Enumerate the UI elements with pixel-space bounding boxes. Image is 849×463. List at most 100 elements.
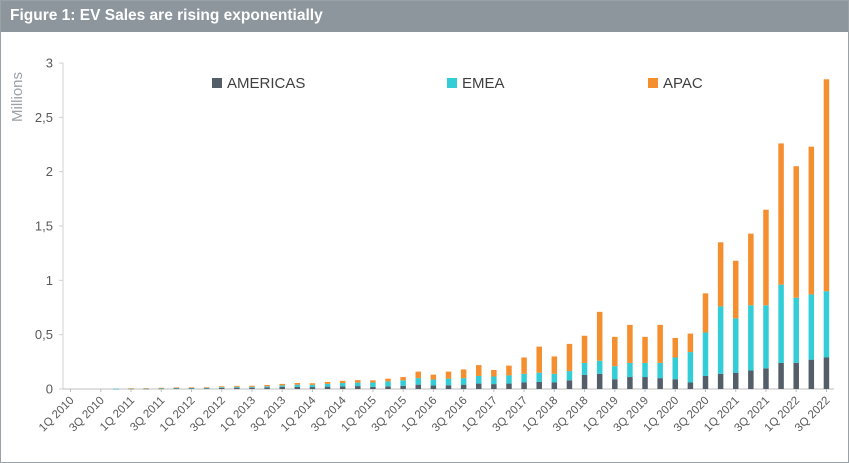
- y-tick-label: 0,5: [35, 327, 53, 342]
- bar-emea-43: [717, 306, 724, 374]
- bar-apac-16: [309, 383, 316, 385]
- bar-emea-39: [657, 362, 663, 379]
- bar-emea-21: [385, 381, 391, 387]
- bar-apac-17: [324, 381, 331, 384]
- y-tick-label: 3: [46, 56, 53, 71]
- bar-apac-8: [188, 387, 195, 388]
- bar-americas-37: [627, 377, 633, 389]
- bar-apac-50: [823, 79, 830, 292]
- bar-apac-26: [460, 369, 467, 379]
- bar-americas-14: [279, 386, 285, 389]
- bar-americas-43: [717, 373, 724, 389]
- bar-americas-33: [566, 380, 573, 389]
- bar-emea-14: [279, 385, 285, 387]
- bar-emea-33: [566, 371, 573, 381]
- bar-americas-44: [732, 372, 739, 389]
- legend-swatch-emea: [447, 78, 457, 88]
- bar-emea-19: [355, 382, 361, 387]
- legend-label-emea: EMEA: [462, 75, 505, 92]
- bar-apac-45: [748, 233, 754, 306]
- bar-americas-32: [551, 382, 558, 389]
- bar-americas-18: [339, 386, 346, 389]
- y-tick-label: 1: [46, 273, 53, 288]
- bar-americas-7: [173, 388, 180, 389]
- bar-americas-45: [748, 370, 754, 389]
- bar-apac-25: [445, 371, 452, 379]
- bar-americas-42: [702, 375, 709, 389]
- bar-americas-12: [249, 387, 255, 389]
- bar-americas-16: [309, 387, 316, 389]
- bar-emea-48: [793, 297, 799, 363]
- figure-title: Figure 1: EV Sales are rising exponentia…: [10, 7, 323, 24]
- bar-americas-35: [596, 373, 603, 389]
- bar-apac-18: [339, 380, 346, 384]
- bar-apac-38: [642, 336, 648, 363]
- bar-americas-8: [188, 388, 195, 389]
- bar-apac-4: [128, 388, 134, 389]
- legend-swatch-americas: [212, 78, 222, 88]
- bar-apac-47: [778, 143, 784, 285]
- bar-emea-41: [687, 352, 694, 383]
- bar-americas-41: [687, 382, 694, 389]
- y-axis-label: Millions: [9, 72, 26, 122]
- bar-emea-30: [521, 373, 527, 383]
- bar-americas-23: [415, 384, 422, 389]
- bar-emea-11: [234, 386, 240, 388]
- bar-emea-25: [445, 378, 452, 386]
- bar-americas-26: [460, 384, 467, 389]
- bar-apac-19: [355, 380, 361, 383]
- bar-apac-40: [672, 337, 679, 358]
- bar-emea-23: [415, 378, 422, 385]
- bar-emea-15: [294, 384, 301, 387]
- bar-apac-23: [415, 371, 422, 379]
- bar-apac-35: [596, 311, 603, 361]
- legend-label-apac: APAC: [663, 75, 703, 92]
- bar-apac-32: [551, 356, 558, 374]
- bar-emea-24: [430, 379, 437, 386]
- bar-americas-11: [234, 387, 240, 389]
- bar-apac-49: [808, 146, 815, 295]
- legend: AMERICAS EMEA APAC: [212, 75, 703, 92]
- bar-americas-25: [445, 385, 452, 389]
- bar-apac-37: [627, 324, 633, 363]
- bar-americas-22: [400, 385, 406, 389]
- bar-americas-38: [642, 377, 648, 389]
- bar-emea-35: [596, 360, 603, 374]
- bar-apac-36: [612, 336, 618, 367]
- bar-emea-37: [627, 362, 633, 378]
- bar-americas-13: [264, 387, 270, 389]
- bar-americas-9: [203, 388, 210, 389]
- bar-apac-33: [566, 343, 573, 372]
- bar-emea-28: [491, 376, 497, 385]
- bar-apac-24: [430, 374, 437, 380]
- bar-americas-21: [385, 386, 391, 389]
- bar-emea-31: [536, 372, 542, 382]
- bar-emea-7: [173, 387, 180, 389]
- bar-apac-15: [294, 383, 301, 385]
- bar-americas-30: [521, 382, 527, 389]
- bar-americas-20: [370, 386, 376, 389]
- bar-apac-21: [385, 378, 391, 382]
- bar-emea-34: [581, 362, 588, 375]
- bar-emea-40: [672, 357, 679, 380]
- bar-emea-13: [264, 386, 270, 388]
- bar-americas-15: [294, 386, 301, 389]
- bar-emea-44: [732, 318, 739, 373]
- bar-apac-22: [400, 377, 406, 381]
- bar-apac-34: [581, 335, 588, 363]
- legend-swatch-apac: [648, 78, 658, 88]
- bar-americas-19: [355, 386, 361, 389]
- bar-emea-42: [702, 332, 709, 376]
- bar-emea-32: [551, 373, 558, 383]
- bar-apac-9: [203, 387, 210, 388]
- bar-emea-9: [203, 387, 210, 389]
- bar-emea-38: [642, 362, 648, 378]
- bar-apac-13: [264, 384, 270, 387]
- bar-emea-45: [748, 305, 754, 371]
- bar-americas-49: [808, 359, 815, 389]
- bar-americas-27: [475, 383, 482, 389]
- bar-emea-18: [339, 383, 346, 387]
- bar-emea-29: [506, 375, 512, 384]
